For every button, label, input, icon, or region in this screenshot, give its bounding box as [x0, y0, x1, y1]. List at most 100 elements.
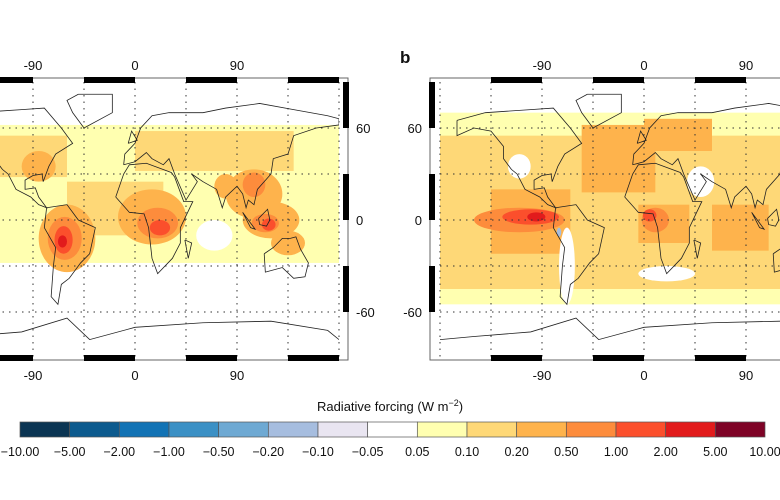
forcing-region	[644, 118, 712, 151]
longitude-tick-label: 0	[131, 368, 138, 383]
forcing-region	[507, 154, 531, 179]
scale-bar-segment	[695, 77, 746, 83]
scale-bar-segment	[695, 355, 746, 361]
colorbar-bin	[69, 421, 120, 438]
forcing-region	[687, 166, 715, 198]
latitude-tick-label: -60	[403, 305, 422, 320]
scale-bar-segment	[429, 266, 435, 312]
forcing-region	[581, 124, 656, 193]
colorbar-bin	[516, 421, 567, 438]
latitude-tick-label: 0	[415, 213, 422, 228]
colorbar-tick-label: 1.00	[604, 445, 628, 459]
colorbar-tick-label: 0.10	[455, 445, 479, 459]
forcing-region	[527, 212, 546, 222]
colorbar-title: Radiative forcing (W m−2)	[317, 398, 463, 414]
latitude-tick-label: 0	[356, 213, 363, 228]
coastline	[0, 317, 339, 341]
forcing-field	[440, 112, 780, 305]
latitude-tick-label: 60	[356, 121, 370, 136]
colorbar-tick-label: −5.00	[54, 445, 86, 459]
coastline	[66, 93, 113, 129]
coastline	[115, 162, 194, 275]
colorbar-bin	[665, 421, 716, 438]
scale-bar-segment	[429, 174, 435, 220]
scale-bar-segment	[0, 355, 33, 361]
longitude-tick-label: 90	[739, 58, 753, 73]
forcing-region	[261, 218, 276, 231]
scale-bar-segment	[491, 77, 542, 83]
coastline	[258, 208, 271, 227]
coastline	[456, 107, 583, 209]
forcing-region	[242, 172, 266, 197]
scale-bar-segment	[429, 82, 435, 128]
coastline	[636, 130, 647, 144]
coastline	[127, 130, 138, 144]
map-panel-b: -90 -90 0 0 90 90 60 0 -60	[403, 58, 780, 383]
scale-bar-segment	[491, 355, 542, 361]
coastline	[263, 236, 309, 279]
colorbar-tick-label: −0.10	[302, 445, 334, 459]
coastline	[632, 103, 780, 210]
forcing-region	[642, 209, 657, 222]
colorbar-bin	[466, 421, 518, 438]
longitude-tick-label: -90	[533, 58, 552, 73]
forcing-region	[556, 227, 562, 237]
colorbar-tick-label: −1.00	[153, 445, 185, 459]
colorbar-tick-label: 0.50	[554, 445, 578, 459]
colorbar-tick-label: 0.20	[504, 445, 528, 459]
scale-bar-segment	[343, 174, 349, 220]
colorbar-tick-label: 2.00	[653, 445, 677, 459]
colorbar-bin	[615, 421, 667, 438]
scale-bar-segment	[186, 77, 237, 83]
colorbar-bin	[416, 421, 468, 438]
colorbar-bin	[565, 421, 617, 438]
colorbar-tick-label: 10.00	[749, 445, 780, 459]
forcing-region	[21, 151, 56, 182]
longitude-tick-label: 0	[640, 58, 647, 73]
coastline	[242, 212, 257, 230]
coastline	[767, 208, 780, 227]
coastline	[440, 317, 780, 341]
scale-bar-segment	[288, 355, 339, 361]
coastline	[624, 162, 703, 275]
forcing-region	[196, 220, 233, 251]
colorbar-bin	[218, 421, 269, 438]
scale-bar-segment	[593, 77, 644, 83]
longitude-tick-label: 0	[640, 368, 647, 383]
forcing-region	[135, 131, 294, 171]
scale-bar-segment	[0, 77, 33, 83]
scale-bar-segment	[593, 355, 644, 361]
forcing-region	[214, 174, 238, 199]
forcing-region	[57, 235, 67, 248]
colorbar-tick-label: −10.00	[1, 445, 40, 459]
coastline	[552, 204, 605, 306]
colorbar-bin	[367, 421, 418, 438]
colorbar-bin	[267, 421, 319, 438]
scale-bar-segment	[343, 82, 349, 128]
coastline	[123, 103, 339, 210]
colorbar-tick-label: 0.05	[405, 445, 429, 459]
colorbar-tick-label: 5.00	[703, 445, 727, 459]
scale-bar-segment	[288, 77, 339, 83]
colorbar-bin	[714, 421, 766, 438]
coastline	[184, 239, 193, 259]
longitude-tick-label: 90	[230, 368, 244, 383]
map-panel-a: -90 -90 0 0 90 90 60 0 -60	[0, 58, 375, 383]
colorbar-tick-label: −2.00	[104, 445, 136, 459]
colorbar-bin	[19, 421, 71, 438]
coastline	[43, 204, 96, 306]
longitude-tick-label: 90	[739, 368, 753, 383]
forcing-region	[271, 230, 305, 256]
coastline	[751, 212, 766, 230]
forcing-region	[559, 227, 575, 305]
coastline	[693, 239, 702, 259]
coastline	[0, 107, 74, 209]
scale-bar-segment	[84, 77, 135, 83]
colorbar-tick-label: −0.50	[203, 445, 235, 459]
coastline	[575, 93, 622, 129]
longitude-tick-label: -90	[533, 368, 552, 383]
latitude-tick-label: -60	[356, 305, 375, 320]
colorbar: Radiative forcing (W m−2) −10.00 −5.00 −2.…	[1, 398, 780, 459]
longitude-tick-label: 90	[230, 58, 244, 73]
